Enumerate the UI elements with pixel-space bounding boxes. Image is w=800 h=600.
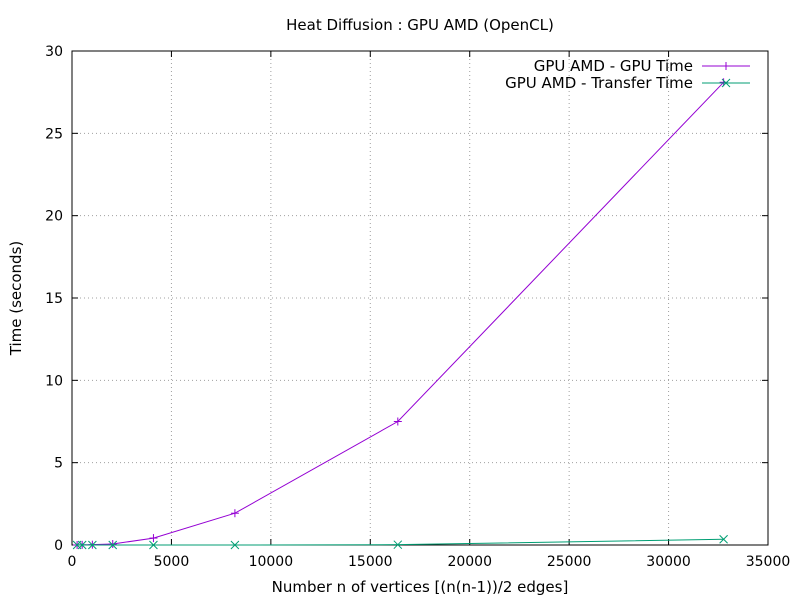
grid-lines (72, 51, 768, 545)
legend-label-2: GPU AMD - Transfer Time (505, 74, 693, 92)
legend-marker-2 (721, 78, 731, 88)
x-tick-label: 10000 (249, 554, 294, 570)
x-tick-label: 30000 (646, 554, 691, 570)
y-tick-label: 10 (45, 373, 63, 389)
y-tick-label: 0 (54, 538, 63, 554)
y-tick-label: 20 (45, 209, 63, 225)
data-point (108, 540, 117, 549)
y-tick-label: 30 (45, 44, 63, 60)
data-point (719, 534, 728, 544)
data-point (393, 540, 403, 550)
y-tick-labels: 0 5 10 15 20 25 30 (45, 44, 63, 554)
x-tick-label: 15000 (348, 554, 393, 570)
x-tick-label: 5000 (154, 554, 190, 570)
data-point (149, 540, 158, 550)
legend-marker-1 (722, 62, 730, 70)
data-point (230, 540, 240, 550)
x-tick-label: 25000 (547, 554, 592, 570)
data-point (149, 534, 158, 543)
data-point (88, 540, 97, 550)
series (72, 78, 728, 550)
x-tick-label: 0 (68, 554, 77, 570)
y-tick-label: 5 (54, 456, 63, 472)
chart-title: Heat Diffusion : GPU AMD (OpenCL) (286, 16, 554, 34)
data-point (108, 540, 118, 550)
x-axis-title: Number n of vertices [(n(n-1))/2 edges] (272, 578, 569, 596)
data-point (77, 540, 87, 550)
series-line-1 (77, 81, 724, 546)
x-tick-label: 20000 (447, 554, 492, 570)
data-point (230, 509, 239, 518)
y-tick-label: 25 (45, 126, 63, 142)
x-tick-label: 35000 (746, 554, 791, 570)
series-line-2 (77, 538, 724, 546)
legend-label-1: GPU AMD - GPU Time (534, 57, 693, 75)
data-point (393, 417, 402, 426)
x-tick-labels: 0 5000 10000 15000 20000 25000 30000 35000 (68, 554, 791, 570)
y-tick-label: 15 (45, 291, 63, 307)
y-axis-title: Time (seconds) (7, 241, 25, 357)
